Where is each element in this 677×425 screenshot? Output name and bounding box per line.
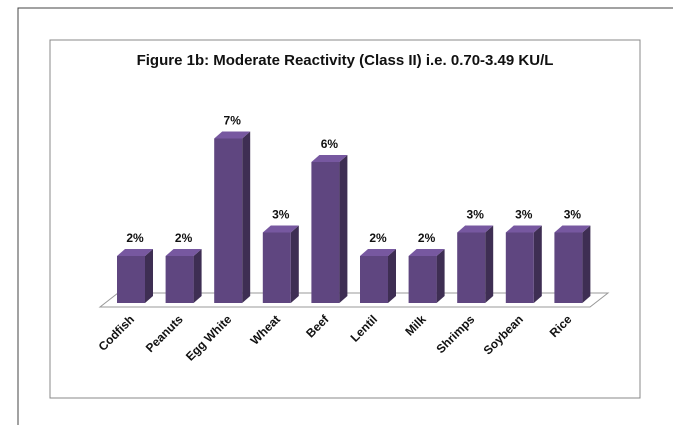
bar-top bbox=[360, 249, 396, 256]
bar-top bbox=[554, 225, 591, 233]
bar bbox=[262, 232, 291, 303]
bar-side bbox=[533, 225, 542, 303]
data-label: 7% bbox=[224, 114, 242, 128]
data-label: 6% bbox=[321, 137, 339, 151]
bar bbox=[505, 232, 534, 303]
bar-side bbox=[436, 249, 445, 303]
bar-side bbox=[193, 249, 202, 303]
bar bbox=[117, 256, 145, 303]
bar-top bbox=[311, 155, 348, 162]
bar-top bbox=[505, 225, 542, 233]
bar bbox=[311, 162, 340, 303]
bar-top bbox=[165, 249, 202, 256]
chart-title: Figure 1b: Moderate Reactivity (Class II… bbox=[136, 52, 554, 69]
data-label: 2% bbox=[369, 231, 387, 245]
frame bbox=[17, 7, 673, 425]
data-label: 2% bbox=[175, 231, 193, 245]
bar-side bbox=[242, 131, 251, 303]
bar bbox=[554, 232, 583, 303]
bar-side bbox=[582, 225, 591, 303]
data-label: 2% bbox=[418, 231, 436, 245]
bar bbox=[360, 256, 388, 303]
bar-side bbox=[145, 249, 153, 303]
bar-side bbox=[290, 225, 299, 303]
bar-top bbox=[262, 225, 299, 233]
bar bbox=[165, 256, 194, 303]
bar bbox=[457, 232, 486, 303]
bar-top bbox=[457, 225, 494, 233]
bar bbox=[408, 256, 437, 303]
bar bbox=[214, 138, 243, 303]
data-label: 3% bbox=[564, 208, 582, 222]
bar-top bbox=[214, 131, 251, 139]
bar-side bbox=[339, 155, 348, 303]
data-label: 3% bbox=[515, 208, 533, 222]
bar-top bbox=[408, 249, 445, 256]
bar-side bbox=[485, 225, 494, 303]
data-label: 3% bbox=[272, 208, 290, 222]
data-label: 3% bbox=[467, 208, 485, 222]
bar-top bbox=[117, 249, 153, 256]
bar-side bbox=[388, 249, 396, 303]
data-label: 2% bbox=[126, 231, 144, 245]
